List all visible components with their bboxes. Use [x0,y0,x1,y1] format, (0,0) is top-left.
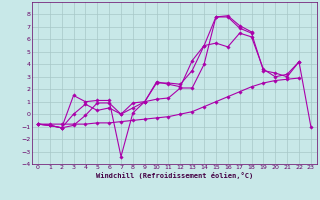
X-axis label: Windchill (Refroidissement éolien,°C): Windchill (Refroidissement éolien,°C) [96,172,253,179]
